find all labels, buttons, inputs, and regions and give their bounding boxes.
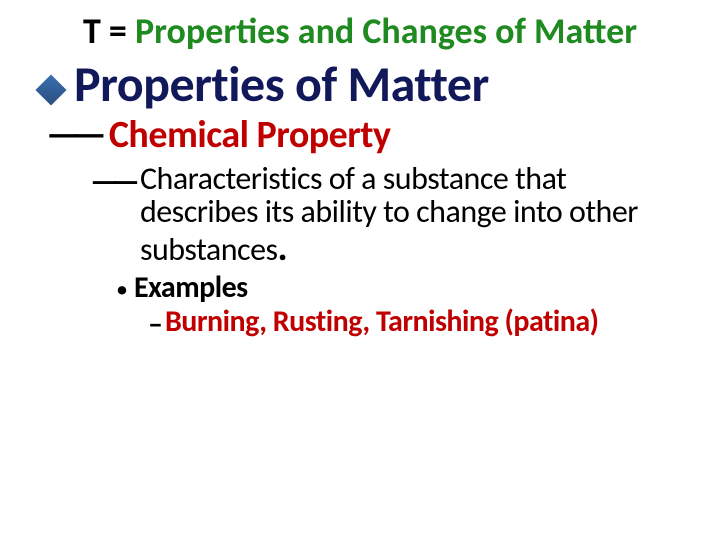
bullet-level5: – Burning, Rusting, Tarnishing (patina) bbox=[148, 306, 680, 343]
bullet-level3: —— Characteristics of a substance that d… bbox=[90, 162, 680, 269]
bullet-level1: Properties of Matter bbox=[40, 60, 680, 110]
en-dash-bullet-icon: – bbox=[148, 306, 163, 343]
bullet-level4: • Examples bbox=[116, 269, 680, 306]
disc-bullet-icon: • bbox=[116, 278, 128, 302]
slide-container: T = Properties and Changes of Matter Pro… bbox=[0, 0, 720, 540]
dash-bullet-icon: —— bbox=[90, 162, 132, 201]
level3-body: Characteristics of a substance that desc… bbox=[140, 159, 638, 269]
level3-text: Characteristics of a substance that desc… bbox=[140, 162, 680, 269]
level3-period: . bbox=[278, 225, 288, 271]
slide-title: T = Properties and Changes of Matter bbox=[40, 12, 680, 52]
level4-text: Examples bbox=[134, 269, 248, 306]
dash-bullet-icon: —— bbox=[46, 112, 99, 158]
title-prefix: T = bbox=[83, 9, 135, 53]
level1-text: Properties of Matter bbox=[74, 60, 489, 110]
diamond-bullet-icon bbox=[35, 74, 66, 105]
title-main: Properties and Changes of Matter bbox=[135, 9, 637, 53]
bullet-level2: —— Chemical Property bbox=[46, 112, 680, 158]
level5-text: Burning, Rusting, Tarnishing (patina) bbox=[165, 306, 599, 338]
level2-text: Chemical Property bbox=[109, 116, 391, 154]
